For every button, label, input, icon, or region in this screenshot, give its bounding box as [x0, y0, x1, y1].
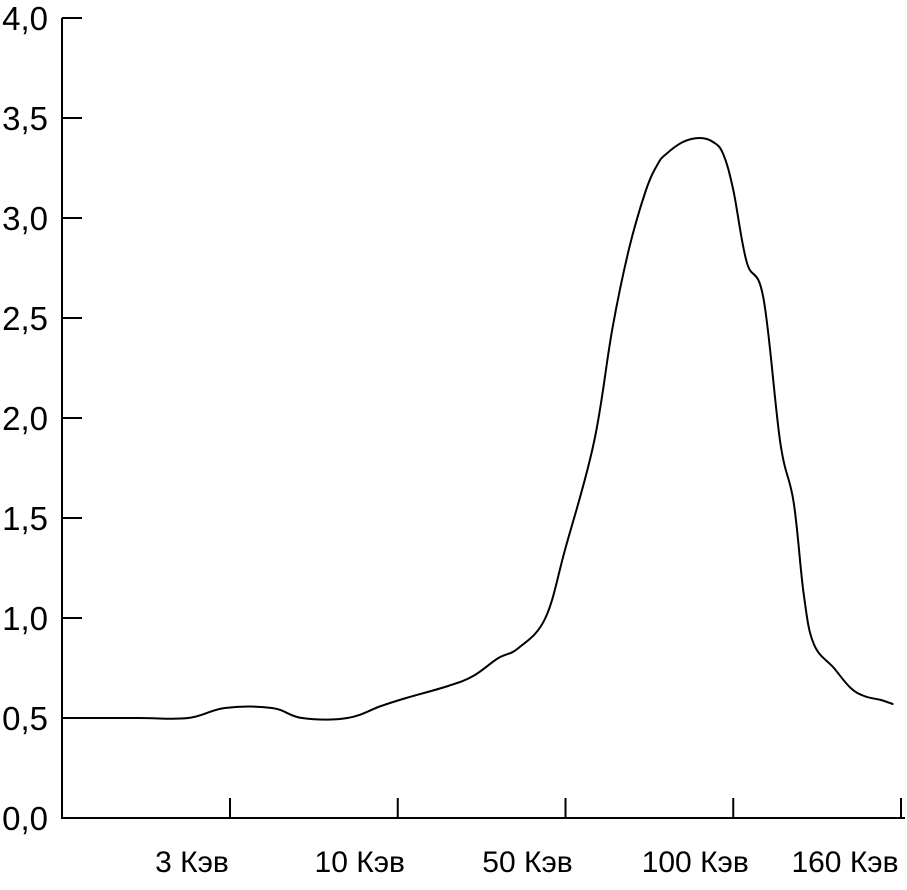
series-layer [61, 137, 894, 721]
x-tick-label: 100 Кэв [642, 846, 749, 879]
series-line-0 [61, 137, 894, 721]
y-tick-label: 2,5 [2, 300, 48, 337]
y-tick-label: 1,0 [2, 600, 48, 637]
x-tick-label: 10 Кэв [315, 846, 405, 879]
ticks [62, 17, 902, 819]
y-tick-label: 3,0 [2, 200, 48, 237]
y-tick-label: 3,5 [2, 100, 48, 137]
y-tick-label: 1,5 [2, 500, 48, 537]
y-tick-label: 0,5 [2, 700, 48, 737]
y-tick-label: 2,0 [2, 400, 48, 437]
tick-labels: 0,0 0,5 1,0 1,5 2,0 2,5 3,0 3,5 4,0 3 Кэв 10 Кэв 50… [2, 0, 898, 879]
x-tick-label: 160 Кэв [791, 846, 898, 879]
x-tick-label: 50 Кэв [482, 846, 572, 879]
axes [61, 18, 905, 819]
y-tick-label: 4,0 [2, 0, 48, 37]
y-tick-label: 0,0 [2, 800, 48, 837]
x-tick-label: 3 Кэв [155, 846, 229, 879]
